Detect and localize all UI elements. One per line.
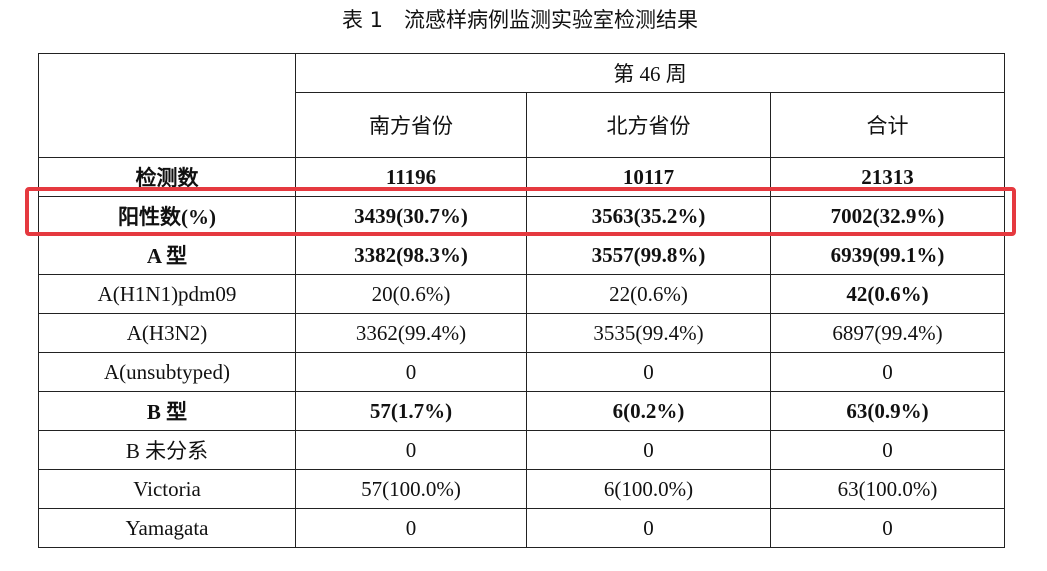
row-label: A(H1N1)pdm09 (38, 274, 296, 314)
table-row: Yamagata 0 0 0 (38, 508, 1006, 548)
cell: 6(100.0%) (526, 469, 771, 509)
table-row: Victoria 57(100.0%) 6(100.0%) 63(100.0%) (38, 469, 1006, 509)
table-row: B 型 57(1.7%) 6(0.2%) 63(0.9%) (38, 391, 1006, 431)
table-title: 表 1 流感样病例监测实验室检测结果 (341, 8, 699, 32)
cell: 42(0.6%) (769, 274, 1006, 314)
cell: 63(0.9%) (769, 391, 1006, 431)
cell: 7002(32.9%) (769, 196, 1006, 236)
row-label: Yamagata (38, 508, 296, 548)
row-label: A 型 (38, 235, 296, 275)
cell: 20(0.6%) (295, 274, 527, 314)
table-row: A(H1N1)pdm09 20(0.6%) 22(0.6%) 42(0.6%) (38, 274, 1006, 314)
cell: 0 (769, 508, 1006, 548)
corner-cell (38, 53, 296, 158)
cell: 63(100.0%) (769, 469, 1006, 509)
cell: 0 (526, 508, 771, 548)
header-row: 南方省份 北方省份 合计 (39, 92, 1006, 158)
cell: 0 (769, 352, 1006, 392)
cell: 0 (295, 508, 527, 548)
cell: 57(1.7%) (295, 391, 527, 431)
cell: 22(0.6%) (526, 274, 771, 314)
cell: 6(0.2%) (526, 391, 771, 431)
cell: 0 (526, 430, 771, 470)
column-header: 合计 (769, 92, 1006, 158)
cell: 3535(99.4%) (526, 313, 771, 353)
table-row: A 型 3382(98.3%) 3557(99.8%) 6939(99.1%) (38, 235, 1006, 275)
highlight-box (25, 187, 1016, 236)
results-table: 第 46 周 南方省份 北方省份 合计 检测数 11196 10117 21313 阳性… (38, 53, 1006, 548)
cell: 6939(99.1%) (769, 235, 1006, 275)
column-header: 北方省份 (526, 92, 771, 158)
table-row: B 未分系 0 0 0 (38, 430, 1006, 470)
cell: 3557(99.8%) (526, 235, 771, 275)
table-body: 检测数 11196 10117 21313 阳性数(%) 3439(30.7%) 3563(… (38, 157, 1006, 548)
cell: 0 (526, 352, 771, 392)
cell: 57(100.0%) (295, 469, 527, 509)
cell: 0 (295, 352, 527, 392)
cell: 3382(98.3%) (295, 235, 527, 275)
cell: 0 (769, 430, 1006, 470)
row-label: Victoria (38, 469, 296, 509)
row-label: B 未分系 (38, 430, 296, 470)
table-row: 阳性数(%) 3439(30.7%) 3563(35.2%) 7002(32.9%) (38, 196, 1006, 236)
row-label: B 型 (38, 391, 296, 431)
cell: 6897(99.4%) (769, 313, 1006, 353)
column-header: 南方省份 (295, 92, 527, 158)
row-label: A(unsubtyped) (38, 352, 296, 392)
group-header: 第 46 周 (294, 53, 1006, 93)
cell: 0 (295, 430, 527, 470)
table-row: A(unsubtyped) 0 0 0 (38, 352, 1006, 392)
row-label: A(H3N2) (38, 313, 296, 353)
cell: 3563(35.2%) (526, 196, 771, 236)
cell: 3362(99.4%) (295, 313, 527, 353)
header-row: 第 46 周 (38, 53, 1006, 158)
table-row: A(H3N2) 3362(99.4%) 3535(99.4%) 6897(99.4%) (38, 313, 1006, 353)
